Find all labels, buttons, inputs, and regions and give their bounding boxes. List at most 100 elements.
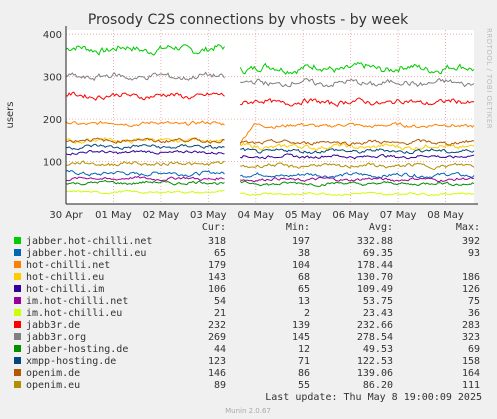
legend-max: 164 [462, 368, 480, 379]
legend-swatch [14, 237, 21, 244]
series-line-0 [65, 44, 475, 76]
legend-swatch [14, 381, 21, 388]
legend-swatch [14, 345, 21, 352]
legend-avg: 130.70 [357, 272, 393, 283]
last-update: Last update: Thu May 8 19:00:09 2025 [265, 392, 482, 403]
legend-max: 392 [462, 236, 480, 247]
legend-swatch [14, 273, 21, 280]
legend-cur: 54 [214, 296, 226, 307]
series-line-5 [65, 175, 475, 183]
legend-max: 126 [462, 284, 480, 295]
legend-cur: 232 [208, 320, 226, 331]
legend-cur: 146 [208, 368, 226, 379]
legend-header-cur: Cur: [202, 222, 226, 233]
legend-header-avg: Avg: [369, 222, 393, 233]
legend: Cur: Min: Avg: Max: jabber.hot-chilli.ne… [14, 222, 480, 391]
legend-label: jabb3r.de [26, 320, 80, 331]
legend-avg: 53.75 [363, 296, 393, 307]
rrdtool-credit: RRDTOOL / TOBI OETIKER [485, 28, 493, 129]
y-tick-label: 400 [43, 30, 62, 41]
legend-avg: 178.44 [357, 260, 393, 271]
legend-max: 111 [462, 380, 480, 391]
x-tick-label: 01 May [95, 210, 132, 221]
legend-cur: 269 [208, 332, 226, 343]
legend-label: openim.de [26, 368, 80, 379]
x-tick-label: 30 Apr [49, 210, 83, 221]
series-line-6 [65, 189, 475, 197]
legend-swatch [14, 249, 21, 256]
x-tick-label: 06 May [332, 210, 369, 221]
series-line-4 [65, 149, 475, 160]
legend-min: 65 [298, 284, 310, 295]
legend-max: 75 [468, 296, 480, 307]
legend-min: 68 [298, 272, 310, 283]
legend-avg: 23.43 [363, 308, 393, 319]
y-tick-label: 300 [43, 73, 62, 84]
series-line-8 [65, 71, 475, 88]
legend-label: hot-chilli.im [26, 284, 104, 295]
legend-swatch [14, 297, 21, 304]
legend-cur: 21 [214, 308, 226, 319]
legend-label: openim.eu [26, 380, 80, 391]
x-tick-label: 05 May [285, 210, 322, 221]
legend-min: 145 [292, 332, 310, 343]
legend-min: 71 [298, 356, 310, 367]
legend-min: 55 [298, 380, 310, 391]
munin-version: Munin 2.0.67 [225, 407, 271, 415]
x-tick-label: 07 May [380, 210, 417, 221]
legend-swatch [14, 261, 21, 268]
legend-label: jabber.hot-chilli.net [26, 236, 152, 247]
legend-avg: 122.53 [357, 356, 393, 367]
legend-swatch [14, 369, 21, 376]
legend-header-min: Min: [286, 222, 310, 233]
x-tick-label: 02 May [143, 210, 180, 221]
x-tick-label: 08 May [427, 210, 464, 221]
series-line-9 [65, 179, 475, 187]
legend-cur: 179 [208, 260, 226, 271]
legend-max: 69 [468, 344, 480, 355]
legend-cur: 44 [214, 344, 226, 355]
plot-area: 100 200 300 400 30 Apr 01 May 02 May 03 May 04 M… [43, 26, 478, 221]
legend-cur: 318 [208, 236, 226, 247]
legend-swatch [14, 357, 21, 364]
legend-label: xmpp-hosting.de [26, 356, 116, 367]
legend-header-max: Max: [456, 222, 480, 233]
legend-min: 38 [298, 248, 310, 259]
legend-avg: 86.20 [363, 380, 393, 391]
legend-label: jabber.hot-chilli.eu [26, 248, 146, 259]
legend-avg: 109.49 [357, 284, 393, 295]
legend-label: im.hot-chilli.eu [26, 308, 122, 319]
legend-swatch [14, 333, 21, 340]
legend-max: 323 [462, 332, 480, 343]
series-line-10 [65, 143, 475, 155]
legend-max: 283 [462, 320, 480, 331]
legend-label: hot-chilli.eu [26, 272, 104, 283]
legend-max: 93 [468, 248, 480, 259]
x-tick-label: 04 May [238, 210, 275, 221]
legend-avg: 49.53 [363, 344, 393, 355]
legend-max: 186 [462, 272, 480, 283]
legend-min: 197 [292, 236, 310, 247]
legend-cur: 143 [208, 272, 226, 283]
legend-min: 86 [298, 368, 310, 379]
chart-title: Prosody C2S connections by vhosts - by w… [88, 12, 409, 28]
legend-avg: 332.88 [357, 236, 393, 247]
legend-min: 104 [292, 260, 310, 271]
series-line-11 [65, 137, 475, 147]
legend-label: hot-chilli.net [26, 260, 110, 271]
y-tick-label: 100 [43, 158, 62, 169]
legend-swatch [14, 285, 21, 292]
legend-min: 139 [292, 320, 310, 331]
legend-avg: 278.54 [357, 332, 393, 343]
legend-label: im.hot-chilli.net [26, 296, 128, 307]
legend-cur: 89 [214, 380, 226, 391]
legend-min: 13 [298, 296, 310, 307]
legend-max: 158 [462, 356, 480, 367]
legend-label: jabb3r.org [26, 332, 86, 343]
series-line-7 [65, 91, 475, 108]
legend-swatch [14, 321, 21, 328]
y-axis-label: users [5, 101, 16, 128]
legend-avg: 139.06 [357, 368, 393, 379]
series-line-1 [65, 169, 475, 179]
